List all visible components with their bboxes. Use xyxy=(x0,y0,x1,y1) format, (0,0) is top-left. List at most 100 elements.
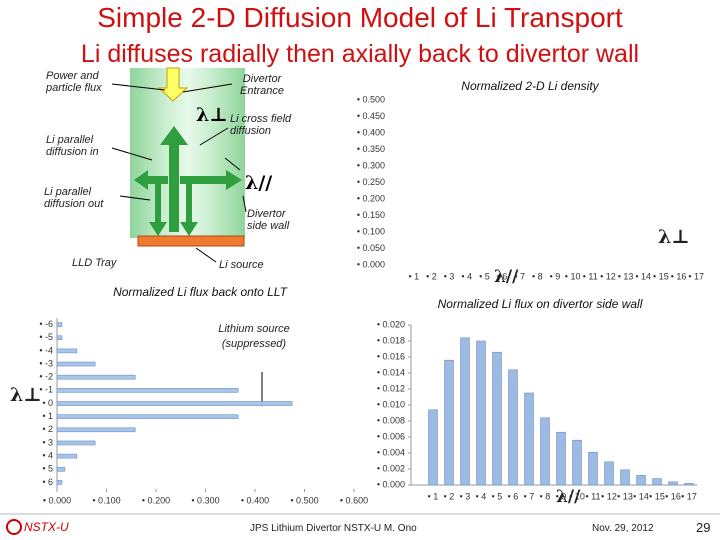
chart-title: Normalized Li flux on divertor side wall xyxy=(438,297,643,311)
bar xyxy=(588,451,598,486)
bar xyxy=(668,481,678,486)
pointer xyxy=(224,157,241,171)
diagram-label: Li source xyxy=(219,259,264,271)
y-tick-label: • 0.100 xyxy=(357,226,385,236)
diffusion-diagram xyxy=(111,67,263,406)
x-tick-label: • 11 xyxy=(586,491,601,501)
bar xyxy=(56,466,66,472)
y-tick-label: • 0.018 xyxy=(377,335,405,345)
title-box xyxy=(405,297,675,313)
bar xyxy=(56,414,239,419)
x-tick-label: • 5 xyxy=(479,271,490,281)
y-tick-label: • 0.000 xyxy=(377,479,405,489)
annotation: λ// xyxy=(556,487,581,507)
y-tick-label: • 0.300 xyxy=(357,160,385,170)
slide-title: Simple 2-D Diffusion Model of Li Transpo… xyxy=(97,2,623,33)
bar xyxy=(508,369,518,486)
pointer xyxy=(119,195,151,201)
y-tick-label: • 0.500 xyxy=(357,94,385,104)
y-tick-label: • 0.008 xyxy=(377,415,405,425)
x-tick-label: • 8 xyxy=(540,491,551,501)
pointer xyxy=(195,247,217,263)
x-tick-label: • 1 xyxy=(428,491,439,501)
bar xyxy=(56,388,239,393)
bar xyxy=(56,322,63,327)
diagram-symbol: λ// xyxy=(245,172,273,194)
x-tick-label: • 16 xyxy=(665,491,681,501)
pointer xyxy=(182,83,233,93)
footer-text: JPS Lithium Divertor NSTX-U M. Ono xyxy=(250,523,417,534)
y-tick-label: • 6 xyxy=(42,477,53,487)
arrow xyxy=(160,126,188,232)
diagram-label: Li parallel diffusion out xyxy=(44,186,104,210)
x-tick-label: • 13 xyxy=(617,491,633,501)
diffusion-arrows xyxy=(134,126,242,236)
bar xyxy=(556,431,566,486)
diagram-symbol: λ⊥ xyxy=(196,104,228,126)
y-tick-label: • 4 xyxy=(42,450,53,460)
y-tick-label: • 3 xyxy=(42,437,53,447)
y-tick-label: • 0.004 xyxy=(377,447,405,457)
bar xyxy=(492,351,502,486)
x-tick-label: • 6 xyxy=(497,271,508,281)
chart-title: Normalized 2-D Li density xyxy=(461,79,599,93)
bar xyxy=(540,417,550,486)
x-tick-label: • 9 xyxy=(550,271,561,281)
footer-date: Nov. 29, 2012 xyxy=(592,523,654,534)
logo-mark xyxy=(6,519,22,535)
x-tick-label: • 0.100 xyxy=(92,495,120,505)
y-tick-label: • 0.450 xyxy=(357,111,385,121)
arrow xyxy=(134,170,168,190)
y-tick-label: • 0.014 xyxy=(377,367,405,377)
x-tick-label: • 17 xyxy=(681,491,697,501)
x-tick-label: • 17 xyxy=(688,271,704,281)
title-box xyxy=(80,285,320,301)
y-tick-label: • 0.250 xyxy=(357,177,385,187)
y-tick-label: • 2 xyxy=(42,424,53,434)
slide-subtitle: Li diffuses radially then axially back t… xyxy=(80,40,640,68)
bar xyxy=(604,461,614,486)
y-tick-label: • 0.050 xyxy=(357,243,385,253)
x-tick-label: • 8 xyxy=(532,271,543,281)
diagram-label: Divertor Entrance xyxy=(239,73,285,97)
y-tick-label: • 0.150 xyxy=(357,210,385,220)
annotation: Lithium source (suppressed) xyxy=(218,323,290,350)
y-tick-label: • -5 xyxy=(39,332,53,342)
pointers xyxy=(111,83,263,406)
x-tick-label: • 7 xyxy=(524,491,535,501)
x-tick-label: • 0.200 xyxy=(142,495,170,505)
pointer xyxy=(111,83,166,91)
bar xyxy=(524,392,534,486)
diagram-label: Li cross field diffusion xyxy=(230,113,292,137)
y-tick-label: • 5 xyxy=(42,464,53,474)
y-tick-label: • 0.020 xyxy=(377,319,405,329)
x-tick-label: • 1 xyxy=(408,271,419,281)
y-tick-label: • -2 xyxy=(39,372,53,382)
x-tick-label: • 0.000 xyxy=(43,495,71,505)
bar xyxy=(652,478,662,486)
x-tick-label: • 0.500 xyxy=(290,495,318,505)
x-tick-label: • 0.300 xyxy=(191,495,219,505)
x-tick-label: • 10 xyxy=(565,271,581,281)
x-tick-label: • 4 xyxy=(476,491,487,501)
pointer xyxy=(242,195,247,213)
x-tick-label: • 12 xyxy=(600,271,616,281)
y-tick-label: • -4 xyxy=(39,345,53,355)
bar xyxy=(444,359,454,486)
y-tick-label: • 0.002 xyxy=(377,463,405,473)
y-tick-label: • 0.400 xyxy=(357,127,385,137)
title-box xyxy=(435,79,625,95)
flux-arrow xyxy=(157,67,189,102)
bar xyxy=(572,439,582,486)
bar xyxy=(620,469,630,486)
bar xyxy=(476,340,486,486)
lld-tray xyxy=(137,235,245,247)
bar xyxy=(56,401,293,406)
bar xyxy=(56,374,136,380)
bar xyxy=(56,453,78,459)
annotation: λ⊥ xyxy=(658,226,690,248)
bar xyxy=(56,335,63,341)
bar xyxy=(428,409,438,486)
